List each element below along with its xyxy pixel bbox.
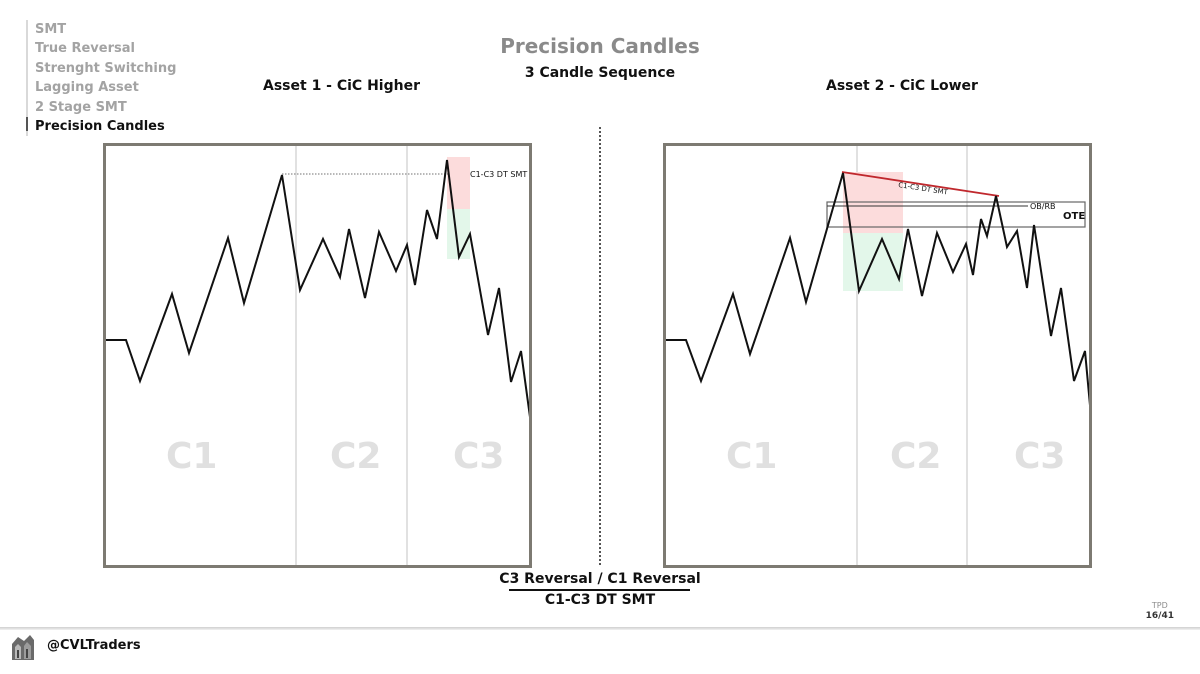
menu-item-true-reversal[interactable]: True Reversal bbox=[35, 41, 135, 57]
asset1-diagram: C1 C2 C3 C1-C3 DT SMT bbox=[106, 146, 529, 565]
ote-label: OTE bbox=[1063, 211, 1085, 222]
candle-label-c1: C1 bbox=[726, 436, 777, 477]
price-path bbox=[666, 172, 1089, 406]
asset1-panel: C1 C2 C3 C1-C3 DT SMT bbox=[103, 143, 532, 568]
asset2-panel: C1 C2 C3 OB/RB OTE C1-C3 DT SMT bbox=[663, 143, 1092, 568]
candle-label-c1: C1 bbox=[166, 436, 217, 477]
footer-divider bbox=[0, 627, 1200, 630]
author-handle[interactable]: @CVLTraders bbox=[47, 638, 141, 653]
page-indicator: TPD 16/41 bbox=[1146, 601, 1174, 621]
candle-label-c3: C3 bbox=[1014, 436, 1065, 477]
page-subtitle: 3 Candle Sequence bbox=[524, 65, 676, 81]
tpd-tag: TPD bbox=[1151, 601, 1168, 610]
topic-menu: SMT True Reversal Strenght Switching Lag… bbox=[26, 20, 177, 137]
ob-rb-label: OB/RB bbox=[1030, 202, 1056, 211]
asset2-diagram: C1 C2 C3 OB/RB OTE C1-C3 DT SMT bbox=[666, 146, 1089, 565]
menu-item-lagging-asset[interactable]: Lagging Asset bbox=[35, 80, 139, 96]
menu-item-smt[interactable]: SMT bbox=[35, 22, 67, 37]
candle-label-c2: C2 bbox=[890, 436, 941, 477]
cvl-logo-icon bbox=[10, 632, 36, 662]
asset2-title: Asset 2 - CiC Lower bbox=[826, 78, 978, 94]
menu-item-precision-candles[interactable]: Precision Candles bbox=[35, 119, 165, 135]
price-path bbox=[106, 159, 529, 418]
page-title: Precision Candles bbox=[500, 34, 700, 58]
smt-label: C1-C3 DT SMT bbox=[898, 181, 949, 197]
page-number: 16/41 bbox=[1145, 611, 1174, 621]
menu-item-2-stage-smt[interactable]: 2 Stage SMT bbox=[35, 99, 127, 115]
bearish-zone bbox=[447, 157, 470, 209]
ote-box bbox=[826, 201, 1086, 228]
menu-item-strength-switching[interactable]: Strenght Switching bbox=[35, 60, 177, 76]
candle-label-c3: C3 bbox=[453, 436, 504, 477]
smt-divergence-line bbox=[841, 171, 1000, 197]
dt-smt-label: C1-C3 DT SMT bbox=[470, 170, 527, 179]
candle-label-c2: C2 bbox=[330, 436, 381, 477]
caption-rule bbox=[509, 589, 690, 591]
bottom-caption-line1: C3 Reversal / C1 Reversal bbox=[499, 571, 701, 587]
active-marker bbox=[26, 117, 28, 131]
asset1-title: Asset 1 - CiC Higher bbox=[263, 78, 420, 94]
bottom-caption-line2: C1-C3 DT SMT bbox=[544, 592, 656, 608]
panel-divider bbox=[599, 127, 601, 565]
